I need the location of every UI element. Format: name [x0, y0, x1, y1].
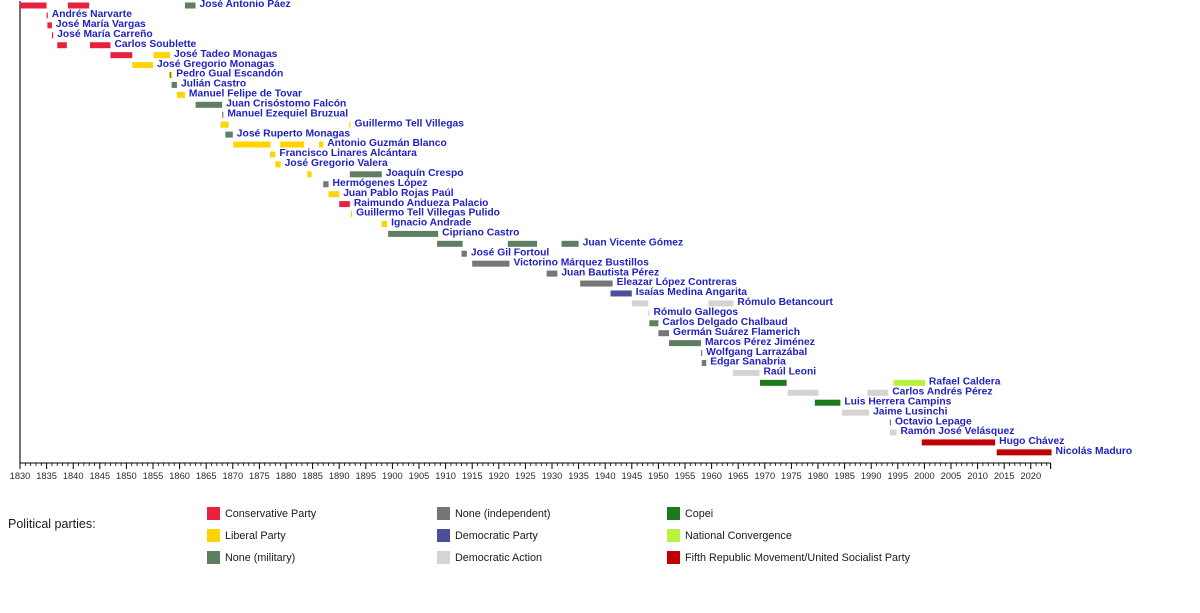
svg-text:1855: 1855 — [143, 471, 164, 481]
svg-text:1850: 1850 — [116, 471, 137, 481]
svg-text:Democratic Party: Democratic Party — [455, 530, 538, 542]
svg-text:1920: 1920 — [488, 471, 509, 481]
svg-text:1955: 1955 — [675, 471, 696, 481]
svg-text:1880: 1880 — [276, 471, 297, 481]
svg-text:1940: 1940 — [595, 471, 616, 481]
svg-text:1980: 1980 — [808, 471, 829, 481]
svg-text:Guillermo Tell Villegas: Guillermo Tell Villegas — [355, 118, 465, 129]
svg-text:Liberal Party: Liberal Party — [225, 530, 286, 542]
svg-text:1830: 1830 — [10, 471, 31, 481]
svg-text:José Gregorio Valera: José Gregorio Valera — [285, 158, 388, 169]
svg-text:1835: 1835 — [36, 471, 57, 481]
svg-text:2010: 2010 — [967, 471, 988, 481]
svg-text:José Antonio Páez: José Antonio Páez — [200, 0, 291, 10]
svg-text:1910: 1910 — [435, 471, 456, 481]
svg-text:1960: 1960 — [701, 471, 722, 481]
svg-text:Conservative Party: Conservative Party — [225, 508, 317, 520]
svg-text:1965: 1965 — [728, 471, 749, 481]
svg-text:1990: 1990 — [861, 471, 882, 481]
svg-text:1840: 1840 — [63, 471, 84, 481]
svg-text:None (military): None (military) — [225, 552, 295, 564]
svg-text:Juan Vicente Gómez: Juan Vicente Gómez — [583, 238, 684, 249]
svg-text:Copei: Copei — [685, 508, 713, 520]
svg-text:Isaías Medina Angarita: Isaías Medina Angarita — [636, 287, 747, 298]
svg-text:2020: 2020 — [1020, 471, 1041, 481]
svg-text:1975: 1975 — [781, 471, 802, 481]
svg-text:1895: 1895 — [355, 471, 376, 481]
svg-text:Democratic Action: Democratic Action — [455, 552, 542, 564]
svg-text:1845: 1845 — [89, 471, 110, 481]
svg-text:1945: 1945 — [621, 471, 642, 481]
svg-text:Manuel Ezequiel Bruzual: Manuel Ezequiel Bruzual — [227, 108, 348, 119]
svg-text:Rómulo Betancourt: Rómulo Betancourt — [737, 297, 833, 308]
svg-text:1875: 1875 — [249, 471, 270, 481]
svg-text:None (independent): None (independent) — [455, 508, 550, 520]
svg-text:1985: 1985 — [834, 471, 855, 481]
svg-text:2000: 2000 — [914, 471, 935, 481]
svg-text:1865: 1865 — [196, 471, 217, 481]
svg-text:2005: 2005 — [941, 471, 962, 481]
svg-text:National Convergence: National Convergence — [685, 530, 792, 542]
svg-text:Fifth Republic Movement/United: Fifth Republic Movement/United Socialist… — [685, 552, 911, 564]
svg-text:Ramón José Velásquez: Ramón José Velásquez — [900, 426, 1014, 437]
svg-text:Raúl Leoni: Raúl Leoni — [763, 367, 816, 378]
svg-text:1950: 1950 — [648, 471, 669, 481]
svg-text:1900: 1900 — [382, 471, 403, 481]
svg-text:1925: 1925 — [515, 471, 536, 481]
svg-text:1995: 1995 — [887, 471, 908, 481]
svg-text:Nicolás Maduro: Nicolás Maduro — [1056, 446, 1133, 457]
svg-text:1860: 1860 — [169, 471, 190, 481]
svg-text:1870: 1870 — [222, 471, 243, 481]
svg-text:Cipriano Castro: Cipriano Castro — [442, 228, 519, 239]
svg-text:1915: 1915 — [462, 471, 483, 481]
svg-text:1890: 1890 — [329, 471, 350, 481]
svg-text:1935: 1935 — [568, 471, 589, 481]
svg-text:2015: 2015 — [994, 471, 1015, 481]
svg-text:1885: 1885 — [302, 471, 323, 481]
svg-text:1905: 1905 — [409, 471, 430, 481]
svg-text:1930: 1930 — [542, 471, 563, 481]
svg-text:1970: 1970 — [754, 471, 775, 481]
svg-text:Political parties:: Political parties: — [8, 517, 96, 531]
